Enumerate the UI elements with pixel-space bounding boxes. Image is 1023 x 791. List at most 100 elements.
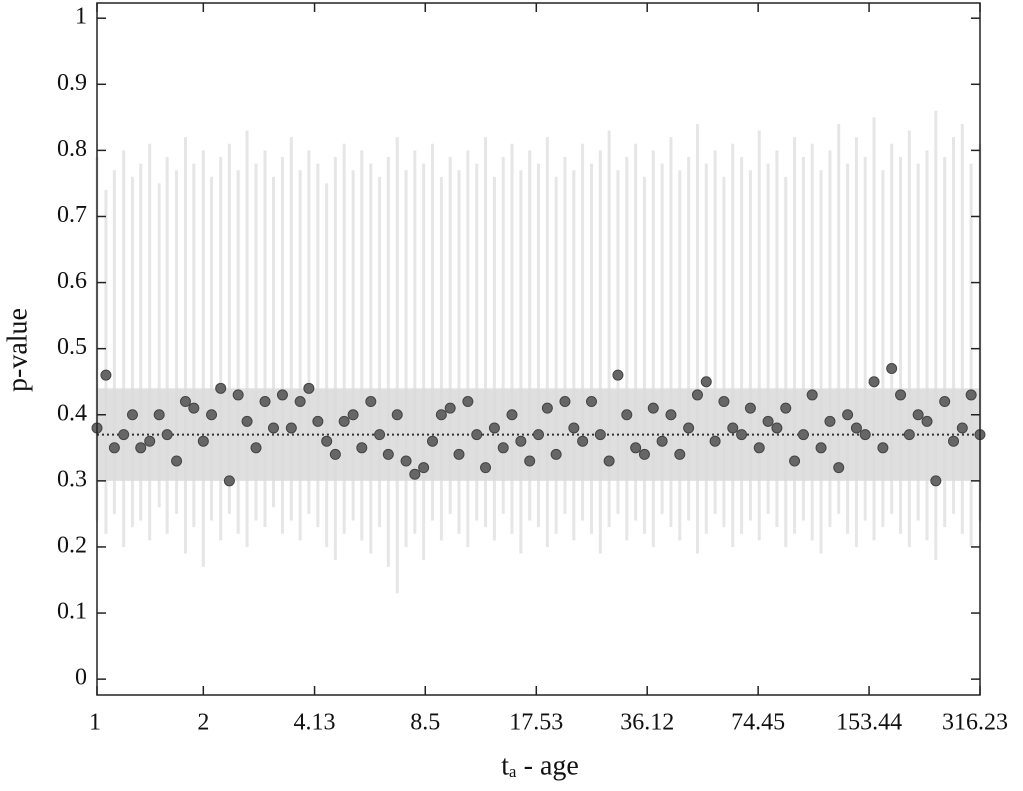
point [400,455,412,467]
x-tick-label: 8.5 [410,710,440,736]
point [727,422,739,434]
point [577,435,589,447]
point [789,455,801,467]
point [859,429,871,441]
point [391,409,403,421]
y-tick-label: 0.4 [57,400,87,426]
point [621,409,633,421]
point [241,415,253,427]
point [718,396,730,408]
point [921,415,933,427]
point [462,396,474,408]
point [656,435,668,447]
y-tick-label: 1 [75,4,87,30]
point [753,442,765,454]
x-tick-label: 36.12 [620,710,674,736]
point [674,448,686,460]
point [903,429,915,441]
error-bars [95,110,982,594]
x-tick-label: 2 [197,710,209,736]
point [815,442,827,454]
point [559,396,571,408]
point [303,382,315,394]
point [329,448,341,460]
point [321,435,333,447]
y-tick-label: 0.8 [57,136,87,162]
point [700,376,712,388]
point [647,402,659,414]
point [806,389,818,401]
point [612,369,624,381]
y-tick-label: 0.1 [57,599,87,625]
point [418,462,430,474]
x-tick-label: 1 [89,710,101,736]
point [868,376,880,388]
point [630,442,642,454]
point [930,475,942,487]
point [426,435,438,447]
point [215,382,227,394]
point [895,389,907,401]
point [197,435,209,447]
point [833,462,845,474]
point [453,448,465,460]
point [780,402,792,414]
point [541,402,553,414]
point [100,369,112,381]
x-axis-label: tₐ - age [501,750,579,781]
point [356,442,368,454]
point [850,422,862,434]
point [232,389,244,401]
x-tick-label: 4.13 [294,710,336,736]
point [312,415,324,427]
point [488,422,500,434]
points [91,362,986,487]
point [294,396,306,408]
point [153,409,165,421]
x-tick-label: 316.23 [942,710,1008,736]
point [683,422,695,434]
point [250,442,262,454]
y-tick-label: 0.2 [57,532,87,558]
x-tick-label: 74.45 [731,710,785,736]
point [956,422,968,434]
point [762,415,774,427]
point [912,409,924,421]
point [603,455,615,467]
y-tick-label: 0.6 [57,268,87,294]
point [471,429,483,441]
point [161,429,173,441]
point [144,435,156,447]
x-tick-label: 153.44 [836,710,902,736]
y-tick-label: 0.9 [57,70,87,96]
y-tick-label: 0 [75,665,87,691]
point [638,448,650,460]
point [285,422,297,434]
point [108,442,120,454]
point [550,448,562,460]
x-tick-label: 17.53 [509,710,563,736]
point [480,462,492,474]
point [347,409,359,421]
point [797,429,809,441]
point [179,396,191,408]
point [135,442,147,454]
y-tick-label: 0.3 [57,466,87,492]
point [736,429,748,441]
point [259,396,271,408]
point [206,409,218,421]
y-axis-label: p-value [2,308,33,392]
point [877,442,889,454]
point [497,442,509,454]
axes: 0 0.1 0.2 0.3 0.4 0.5 0.6 0.7 0.8 0.9 1 1 2 4.13 8.5 17… [57,2,1008,736]
point [886,362,898,374]
point [382,448,394,460]
point [506,409,518,421]
point [267,422,279,434]
y-tick-label: 0.5 [57,334,87,360]
point [824,415,836,427]
point [568,422,580,434]
point [409,468,421,480]
